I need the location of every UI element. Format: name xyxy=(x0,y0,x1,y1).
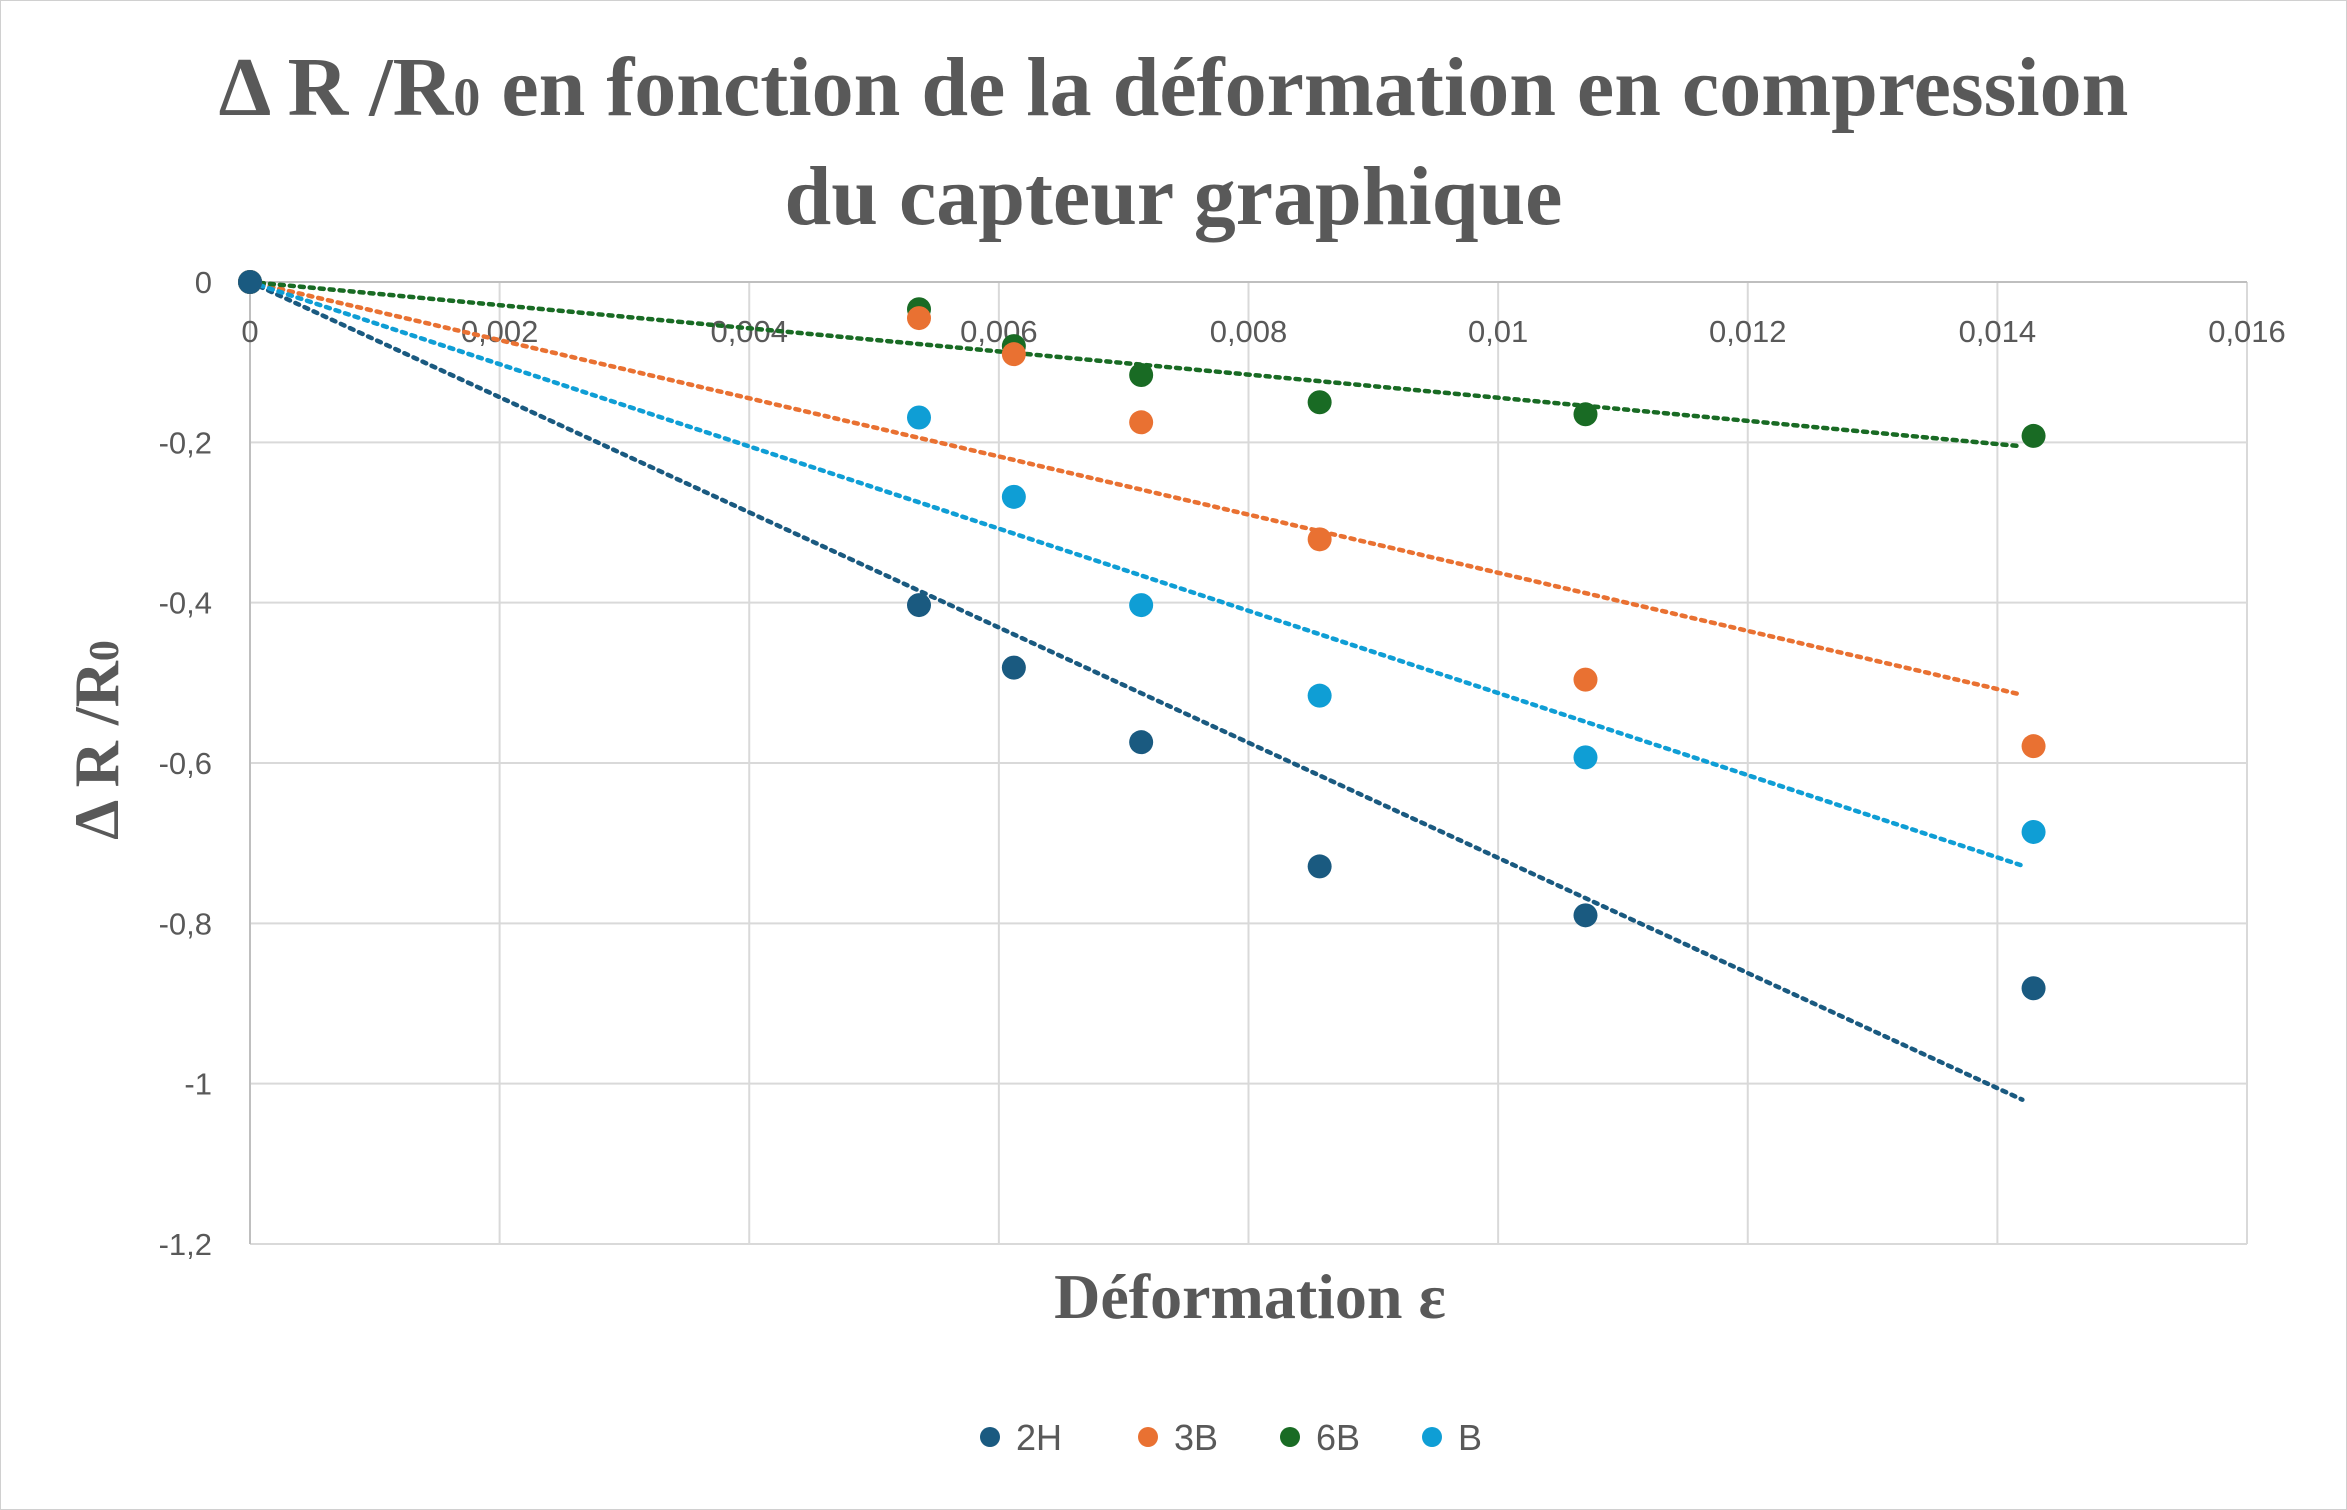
x-axis-title: Déformation ε xyxy=(1054,1261,1446,1332)
point-b xyxy=(906,405,931,430)
chart-title-subscript: 0 xyxy=(453,67,481,127)
legend-label-b: B xyxy=(1458,1417,1482,1458)
y-tick-label: -0,2 xyxy=(159,425,212,460)
point-6b xyxy=(1573,402,1598,427)
y-axis-title-subscript: 0 xyxy=(82,640,128,661)
x-tick-label: 0,008 xyxy=(1210,314,1288,349)
trendline-b xyxy=(247,279,2025,868)
x-tick-label: 0,002 xyxy=(461,314,539,349)
y-tick-label: -0,6 xyxy=(159,746,212,781)
point-b xyxy=(1307,683,1332,708)
x-tick-label: 0,006 xyxy=(960,314,1038,349)
point-b xyxy=(2021,819,2046,844)
chart-title-suffix: en fonction de la déformation en compres… xyxy=(480,41,2129,134)
x-tick-label: 0 xyxy=(241,314,258,349)
point-2h xyxy=(1129,730,1154,755)
x-tick-labels: 0 0,002 0,004 0,006 0,008 0,01 0,012 0,014 0,016 xyxy=(241,314,2285,349)
y-tick-label: -0,8 xyxy=(159,906,212,941)
point-b xyxy=(1573,745,1598,770)
point-2h xyxy=(1001,655,1026,680)
trendlines xyxy=(247,279,2025,1102)
point-3b xyxy=(1573,667,1598,692)
point-2h xyxy=(1573,903,1598,928)
point-3b xyxy=(906,306,931,331)
data-points xyxy=(238,270,2046,1001)
legend-marker-2h xyxy=(980,1427,1000,1447)
y-tick-labels: 0 -0,2 -0,4 -0,6 -0,8 -1 -1,2 xyxy=(159,265,212,1262)
legend-label-2h: 2H xyxy=(1016,1417,1062,1458)
legend-marker-3b xyxy=(1138,1427,1158,1447)
legend-marker-b xyxy=(1422,1427,1442,1447)
legend-marker-6b xyxy=(1280,1427,1300,1447)
y-axis-title: Δ R /R0 xyxy=(61,640,132,840)
legend-label-6b: 6B xyxy=(1316,1417,1360,1458)
x-tick-label: 0,004 xyxy=(710,314,788,349)
point-3b xyxy=(1307,527,1332,552)
chart-title: Δ R /R0 en fonction de la déformation en… xyxy=(0,38,2347,247)
point-6b xyxy=(1129,362,1154,387)
y-tick-label: -1,2 xyxy=(159,1227,212,1262)
legend-label-3b: 3B xyxy=(1174,1417,1218,1458)
point-3b xyxy=(2021,734,2046,759)
point-2h xyxy=(2021,976,2046,1001)
point-3b xyxy=(1129,410,1154,435)
chart-title-line2: du capteur graphique xyxy=(784,150,1563,243)
legend: 2H 3B 6B B xyxy=(980,1417,1482,1458)
y-tick-label: -0,4 xyxy=(159,586,212,621)
y-axis-title-main: Δ R /R xyxy=(61,660,132,840)
point-6b xyxy=(1307,390,1332,415)
x-tick-label: 0,014 xyxy=(1959,314,2037,349)
point-2h xyxy=(238,270,262,294)
chart-title-line1: Δ R /R0 en fonction de la déformation en… xyxy=(0,38,2347,147)
point-3b xyxy=(1001,342,1026,367)
point-6b xyxy=(2021,423,2046,448)
point-b xyxy=(1001,484,1026,509)
point-2h xyxy=(906,593,931,618)
x-tick-label: 0,01 xyxy=(1468,314,1528,349)
y-tick-label: -1 xyxy=(184,1067,212,1102)
y-tick-label: 0 xyxy=(195,265,212,300)
chart-title-prefix: Δ R /R xyxy=(218,41,454,134)
x-tick-label: 0,012 xyxy=(1709,314,1787,349)
trendline-3b xyxy=(247,279,2025,698)
x-tick-label: 0,016 xyxy=(2208,314,2286,349)
grid xyxy=(249,281,2248,1245)
point-2h xyxy=(1307,854,1332,879)
point-b xyxy=(1129,593,1154,618)
trendline-2h xyxy=(247,279,2025,1102)
